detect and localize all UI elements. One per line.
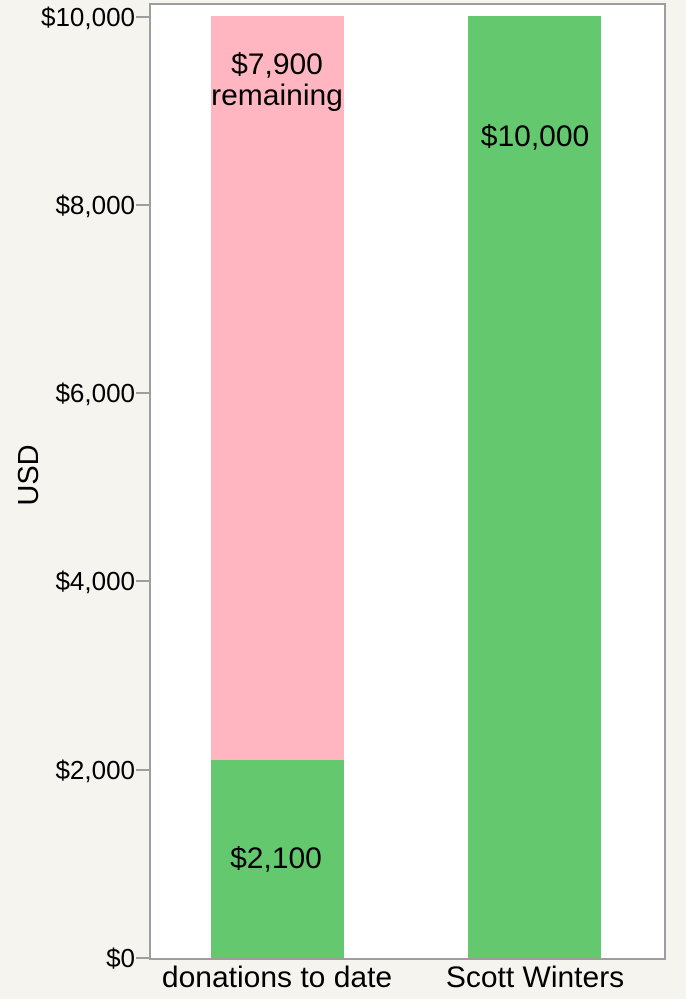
y-tick-mark-8000: [136, 204, 150, 206]
label-remaining-amount: $7,900 remaining: [167, 49, 387, 111]
label-remaining-line2: remaining: [211, 79, 343, 112]
y-tick-mark-0: [136, 957, 150, 959]
bar-segment-total: [468, 16, 601, 958]
x-label-scott-winters: Scott Winters: [445, 961, 625, 994]
bar-segment-donated: [211, 760, 344, 958]
y-tick-label-0: $0: [106, 943, 135, 973]
bar-donations-to-date: [211, 16, 344, 958]
bar-scott-winters: [468, 16, 601, 958]
y-tick-mark-2000: [136, 769, 150, 771]
y-tick-label-2000: $2,000: [55, 755, 135, 785]
y-tick-label-10000: $10,000: [41, 2, 135, 32]
y-tick-mark-6000: [136, 392, 150, 394]
y-tick-mark-4000: [136, 580, 150, 582]
plot-area: [149, 3, 666, 960]
label-remaining-line1: $7,900: [231, 48, 323, 81]
y-tick-label-6000: $6,000: [55, 378, 135, 408]
y-tick-mark-10000: [136, 16, 150, 18]
bar-segment-remaining: [211, 16, 344, 760]
label-donated-amount: $2,100: [230, 842, 322, 875]
y-tick-label-4000: $4,000: [55, 566, 135, 596]
x-label-donations-to-date: donations to date: [161, 961, 393, 994]
label-bar2-total: $10,000: [480, 120, 590, 153]
y-tick-label-8000: $8,000: [55, 190, 135, 220]
y-axis-title: USD: [13, 444, 45, 506]
